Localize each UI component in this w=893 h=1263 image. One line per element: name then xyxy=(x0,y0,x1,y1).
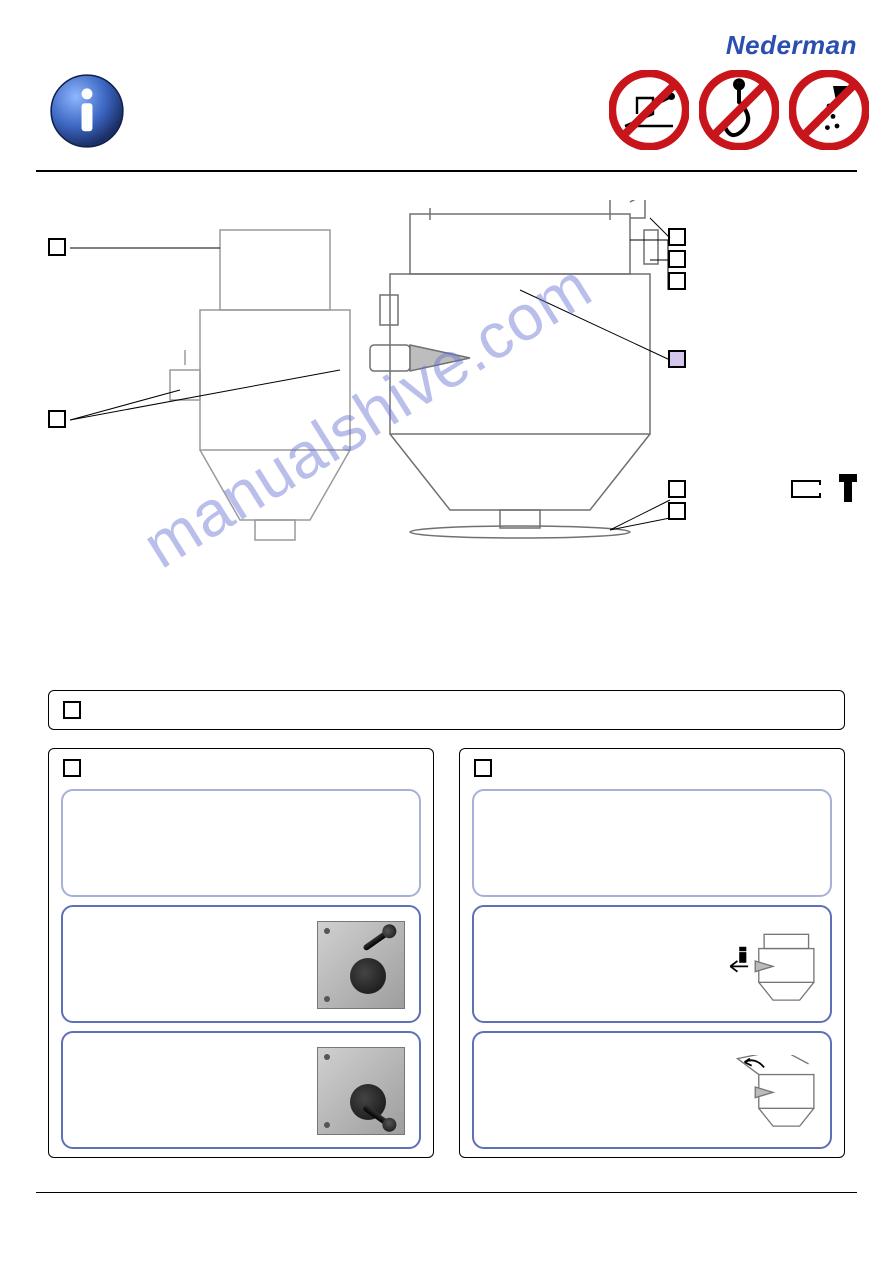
technical-drawing xyxy=(70,200,690,560)
right-cell-2-insert xyxy=(472,905,832,1023)
callout-left-2 xyxy=(48,410,66,428)
left-instruction-column xyxy=(48,748,434,1158)
left-cell-1 xyxy=(61,789,421,897)
page: Nederman xyxy=(0,0,893,1263)
no-tilting-icon xyxy=(609,70,689,155)
callout-left-1 xyxy=(48,238,66,256)
legend-bracket-icon xyxy=(791,480,821,498)
footer-divider xyxy=(36,1192,857,1193)
left-cell-3-switch-down xyxy=(61,1031,421,1149)
instruction-header-checkbox xyxy=(63,701,81,719)
brand-logo: Nederman xyxy=(726,30,857,61)
unit-insert-icon xyxy=(728,929,818,1009)
rotary-switch-down-icon xyxy=(317,1047,405,1135)
rotary-switch-up-icon xyxy=(317,921,405,1009)
left-cell-2-switch-up xyxy=(61,905,421,1023)
top-divider xyxy=(36,170,857,172)
legend-bolt-icon xyxy=(839,474,857,502)
left-column-checkbox xyxy=(63,759,81,777)
no-particles-icon xyxy=(789,70,869,155)
no-hook-icon xyxy=(699,70,779,155)
right-cell-1 xyxy=(472,789,832,897)
unit-open-lid-icon xyxy=(728,1055,818,1135)
info-icon xyxy=(48,72,126,150)
instruction-header-panel xyxy=(48,690,845,730)
prohibition-icons xyxy=(609,70,869,155)
right-cell-3-open-lid xyxy=(472,1031,832,1149)
right-column-checkbox xyxy=(474,759,492,777)
right-instruction-column xyxy=(459,748,845,1158)
